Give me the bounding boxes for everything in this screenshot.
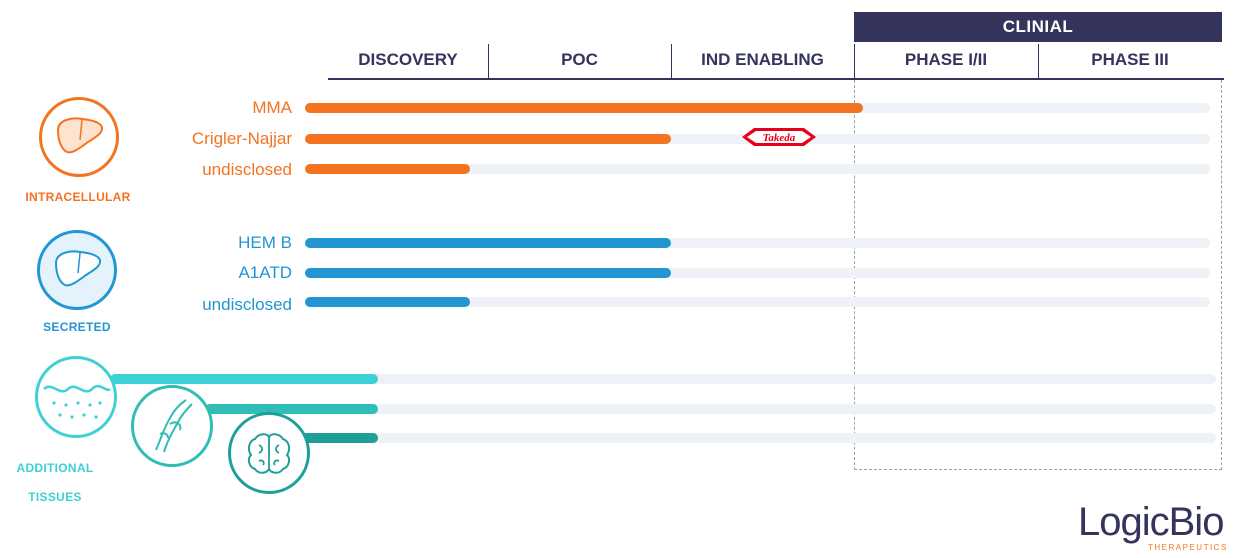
program-label-undisclosed-intracellular: undisclosed (202, 160, 292, 179)
progress-track (300, 433, 1216, 443)
phase-1-2: PHASE I/II (904, 50, 988, 69)
progress-bar (305, 134, 671, 144)
phase-divider (1038, 44, 1039, 78)
progress-bar (305, 268, 671, 278)
brain-icon-graphic (247, 433, 291, 474)
liver-icon (56, 117, 104, 154)
program-label-crigler-najjar: Crigler-Najjar (191, 129, 292, 148)
progress-track (305, 164, 1210, 174)
clinical-header: CLINIAL (854, 12, 1222, 42)
phase-header-row: DISCOVERY POC IND ENABLING PHASE I/II PH… (328, 44, 1224, 80)
progress-bar (300, 433, 379, 443)
phase-divider (854, 44, 855, 78)
phase-3: PHASE III (1091, 50, 1169, 69)
progress-bar (305, 164, 470, 174)
phase-discovery: DISCOVERY (358, 50, 458, 69)
logicbio-logo-subtitle: THERAPEUTICS (1148, 543, 1228, 552)
takeda-logo-text: Takeda (763, 132, 796, 144)
progress-track (305, 238, 1210, 248)
takeda-logo: Takeda (742, 128, 816, 146)
progress-bar (110, 374, 379, 384)
skin-icon (35, 356, 117, 438)
program-label-a1atd: A1ATD (238, 263, 292, 282)
progress-track (110, 374, 1216, 384)
phase-poc: POC (561, 50, 598, 69)
category-label-intracellular: INTRACELLULAR (25, 190, 131, 204)
liver-icon-secreted (37, 230, 117, 310)
liver-icon-intracellular (39, 97, 119, 177)
phase-divider (488, 44, 489, 78)
muscle-icon-graphic (155, 399, 193, 453)
liver-icon (54, 250, 102, 287)
category-label-additional: ADDITIONAL (16, 461, 94, 475)
progress-track (205, 404, 1216, 414)
category-label-tissues: TISSUES (28, 490, 82, 504)
progress-bar (205, 404, 379, 414)
progress-track (305, 268, 1210, 278)
muscle-icon (131, 385, 213, 467)
skin-icon-graphic (43, 384, 111, 419)
program-label-hem-b: HEM B (238, 233, 292, 252)
progress-bar (305, 103, 864, 113)
phase-ind-enabling: IND ENABLING (701, 50, 824, 69)
progress-track (305, 297, 1210, 307)
brain-icon (228, 412, 310, 494)
program-label-undisclosed-secreted: undisclosed (202, 295, 292, 314)
progress-bar (305, 297, 470, 307)
logicbio-logo: LogicBio (1078, 500, 1224, 544)
category-label-secreted: SECRETED (43, 320, 111, 334)
program-label-mma: MMA (252, 98, 292, 117)
takeda-logo-inner (747, 131, 811, 143)
phase-divider (671, 44, 672, 78)
progress-bar (305, 238, 671, 248)
